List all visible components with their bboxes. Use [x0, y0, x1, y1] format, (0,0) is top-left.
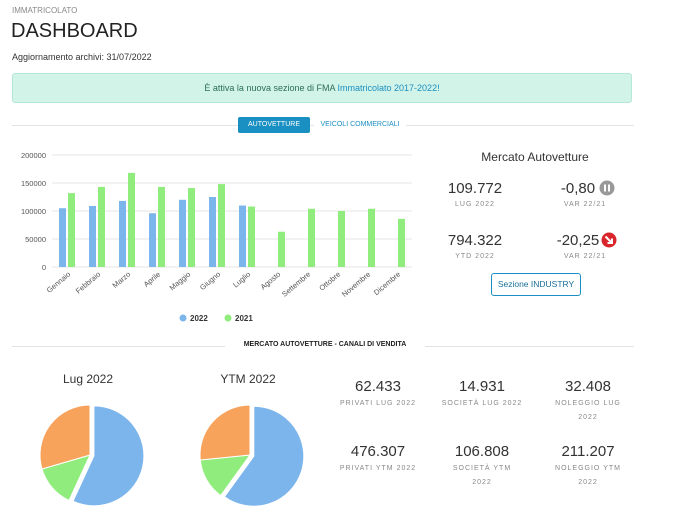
neutral-icon: [599, 180, 615, 196]
bar: [248, 206, 255, 267]
channel-label: PRIVATI LUG 2022: [339, 400, 417, 407]
x-tick-label: Luglio: [231, 270, 252, 290]
y-tick-label: 100000: [21, 207, 46, 216]
channel-label: PRIVATI YTM 2022: [339, 465, 417, 472]
bar: [128, 172, 135, 267]
x-tick-label: Giugno: [198, 270, 222, 292]
section-title: MERCATO AUTOVETTURE - CANALI DI VENDITA: [225, 341, 425, 348]
tab[interactable]: VEICOLI COMMERCIALI: [314, 117, 406, 133]
kpi-label: LUG 2022: [455, 201, 495, 208]
kpi-icons: [599, 180, 617, 248]
kpi-value: -0,80: [560, 180, 596, 197]
industry-button[interactable]: Sezione INDUSTRY: [491, 273, 581, 296]
x-tick-label: Gennaio: [45, 270, 73, 295]
channel-value: 106.808: [454, 443, 510, 460]
bar: [209, 197, 216, 267]
breadcrumb: IMMATRICOLATO: [12, 6, 78, 15]
pie-title: YTM 2022: [220, 372, 276, 386]
legend-marker: [224, 314, 232, 322]
bar: [149, 213, 156, 267]
legend-label: 2022: [190, 314, 208, 323]
bar: [278, 231, 285, 267]
pie-slice: [72, 405, 145, 507]
channel-label: NOLEGGIO YTM 2022: [555, 465, 621, 486]
kpi-value: 109.772: [447, 180, 503, 197]
channel-value: 32.408: [565, 378, 611, 395]
x-tick-label: Agosto: [259, 270, 283, 292]
bar: [218, 184, 225, 267]
kpi-value: 794.322: [447, 232, 503, 249]
bar: [368, 208, 375, 267]
x-tick-label: Marzo: [111, 270, 133, 290]
channel-value: 211.207: [561, 443, 615, 460]
y-tick-label: 50000: [25, 235, 46, 244]
banner-link[interactable]: Immatricolato 2017-2022!: [337, 83, 440, 93]
kpi-label: VAR 22/21: [563, 201, 607, 208]
kpi-value: -20,25: [556, 232, 600, 249]
bar: [89, 205, 96, 267]
y-tick-label: 0: [42, 263, 46, 272]
x-tick-label: Dicembre: [372, 270, 402, 298]
x-tick-label: Febbraio: [74, 270, 102, 296]
pie-slice: [199, 404, 251, 461]
market-title: Mercato Autovetture: [481, 150, 589, 164]
x-tick-label: Settembre: [280, 270, 312, 299]
page-title: DASHBOARD: [11, 20, 138, 42]
bar: [239, 205, 246, 267]
legend-label: 2021: [235, 314, 253, 323]
channel-label: SOCIETÀ YTM 2022: [452, 465, 512, 486]
kpi-label: VAR 22/21: [563, 253, 607, 260]
y-tick-label: 200000: [21, 151, 46, 160]
y-tick-label: 150000: [21, 179, 46, 188]
channel-label: SOCIETÀ LUG 2022: [441, 400, 523, 407]
x-tick-label: Novembre: [340, 270, 372, 299]
channel-value: 476.307: [350, 443, 406, 460]
bar: [308, 208, 315, 267]
pie-title: Lug 2022: [63, 372, 113, 386]
bar: [119, 200, 126, 267]
info-banner: È attiva la nuova sezione di FMA Immatri…: [12, 73, 632, 103]
x-tick-label: Aprile: [142, 270, 162, 289]
kpi-label: YTD 2022: [455, 253, 495, 260]
bar: [98, 186, 105, 267]
channel-value: 14.931: [459, 378, 505, 395]
channel-label: NOLEGGIO LUG 2022: [555, 400, 621, 421]
banner-text: È attiva la nuova sezione di FMA: [204, 83, 335, 93]
legend-marker: [179, 314, 187, 322]
bar: [158, 186, 165, 267]
bar: [59, 208, 66, 267]
x-tick-label: Maggio: [168, 270, 193, 293]
update-date: Aggiornamento archivi: 31/07/2022: [12, 52, 152, 62]
bar: [179, 199, 186, 267]
tab-active[interactable]: AUTOVETTURE: [238, 117, 310, 133]
channel-value: 62.433: [355, 378, 401, 395]
bar: [68, 193, 75, 267]
x-tick-label: Ottobre: [317, 270, 342, 293]
pie-slice: [39, 404, 91, 470]
bar: [338, 211, 345, 267]
pie-slice: [223, 405, 305, 507]
bar: [398, 218, 405, 267]
bar: [188, 188, 195, 267]
